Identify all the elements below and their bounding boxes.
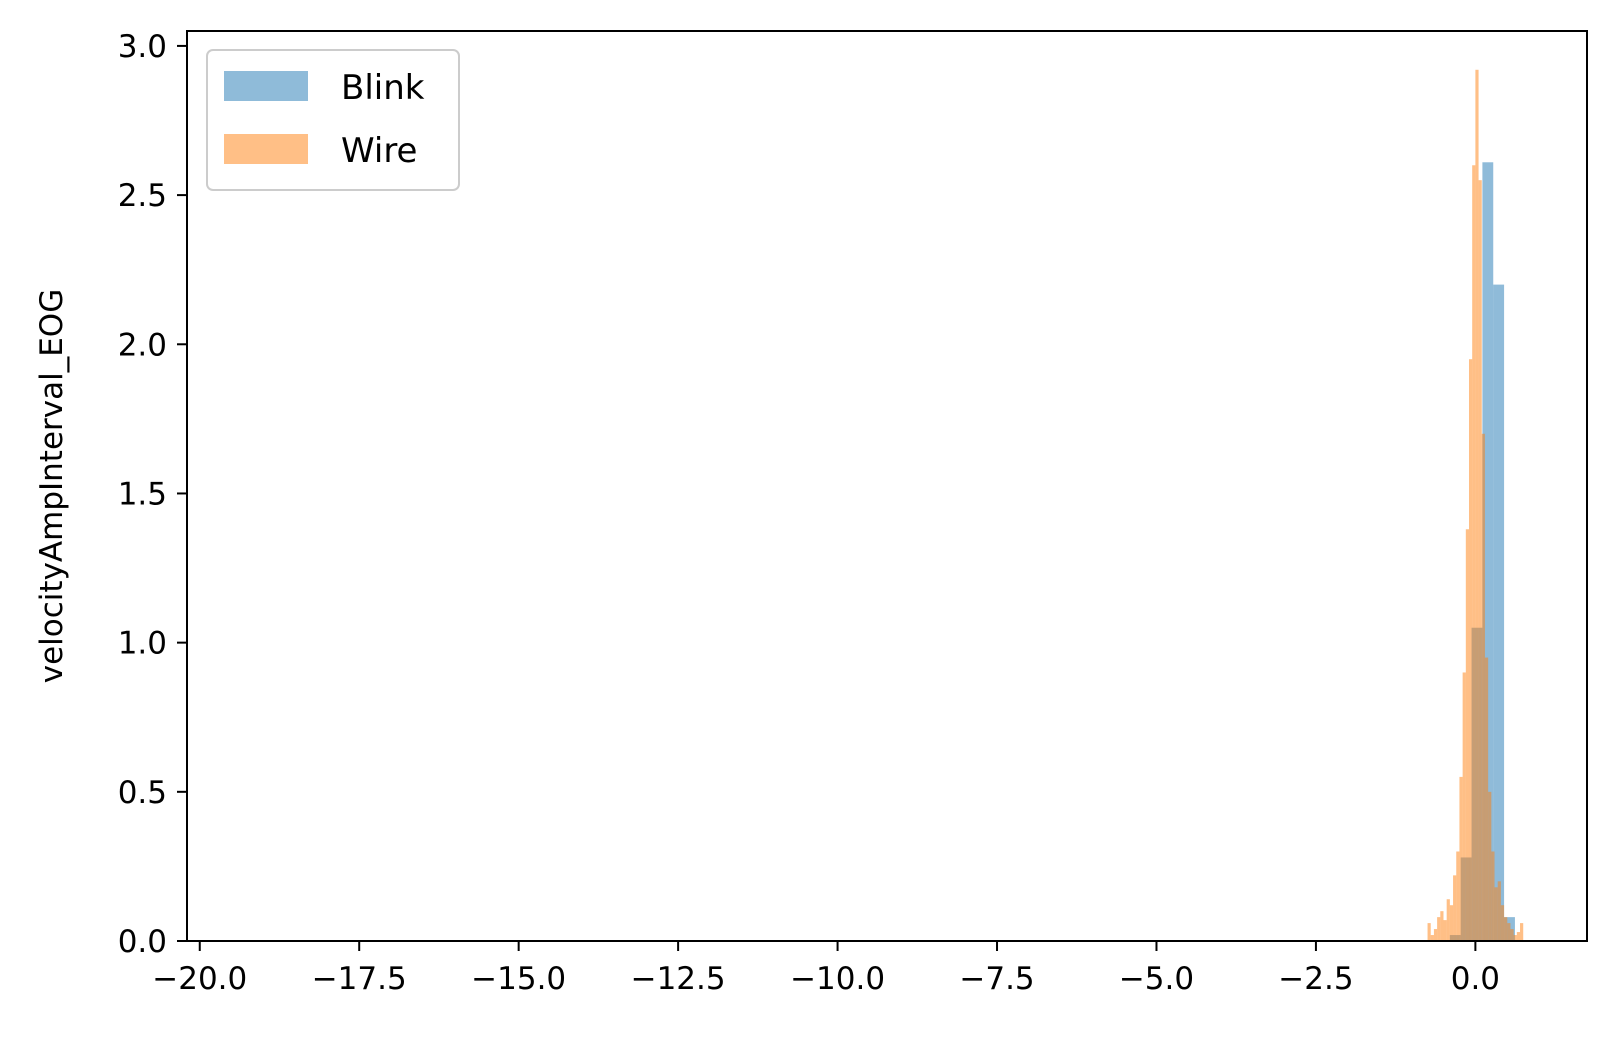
bar-wire-19	[1488, 791, 1492, 941]
y-tick-label: 2.0	[118, 327, 167, 363]
bar-wire-25	[1507, 923, 1511, 941]
bar-wire-7	[1449, 905, 1454, 941]
y-tick-label: 0.5	[118, 775, 167, 811]
x-tick-label: 0.0	[1451, 961, 1500, 997]
y-tick-label: 0.0	[118, 924, 167, 960]
legend-swatch-blink	[224, 71, 308, 101]
bar-wire-13	[1469, 359, 1473, 941]
x-tick-label: −10.0	[790, 961, 885, 997]
bar-wire-29	[1520, 923, 1524, 941]
bar-wire-9	[1456, 851, 1460, 941]
bar-wire-2	[1433, 929, 1438, 941]
y-tick-label: 1.0	[118, 626, 167, 662]
bar-wire-8	[1453, 875, 1457, 941]
bars-layer	[1427, 69, 1524, 942]
bar-wire-11	[1462, 672, 1466, 941]
bar-wire-24	[1504, 917, 1508, 941]
y-tick-label: 3.0	[118, 29, 167, 65]
x-tick-label: −17.5	[312, 961, 407, 997]
bar-wire-6	[1446, 899, 1450, 941]
y-tick-label: 1.5	[118, 476, 167, 512]
x-tick-label: −5.0	[1119, 961, 1194, 997]
bar-wire-14	[1472, 165, 1476, 941]
legend-label-blink: Blink	[341, 68, 425, 108]
bar-wire-17	[1481, 433, 1485, 941]
y-axis-label: velocityAmpInterval_EOG	[34, 289, 70, 683]
bar-wire-18	[1484, 657, 1489, 941]
bar-wire-20	[1491, 851, 1495, 941]
legend: Blink Wire	[206, 49, 460, 191]
bar-wire-15	[1475, 69, 1479, 942]
bar-wire-27	[1513, 935, 1517, 941]
x-tick-label: −20.0	[152, 961, 247, 997]
bar-blink-4	[1493, 284, 1505, 941]
bar-wire-0	[1427, 923, 1431, 941]
legend-label-wire: Wire	[341, 131, 417, 171]
bar-wire-3	[1437, 917, 1441, 941]
bar-blink-3	[1482, 162, 1494, 941]
bar-wire-1	[1430, 935, 1434, 941]
bar-wire-12	[1465, 529, 1470, 941]
plot-frame	[186, 30, 1588, 942]
bar-wire-23	[1500, 905, 1505, 941]
bar-wire-10	[1459, 776, 1463, 941]
x-tick-label: −15.0	[471, 961, 566, 997]
x-tick-label: −12.5	[631, 961, 726, 997]
x-axis: −20.0 −17.5 −15.0 −12.5 −10.0 −7.5 −5.0 −2.5 0.0	[152, 941, 1500, 997]
y-axis: 0.0 0.5 1.0 1.5 2.0 2.5 3.0	[118, 29, 187, 960]
bar-wire-4	[1440, 911, 1444, 941]
bar-wire-26	[1510, 929, 1514, 941]
x-tick-label: −2.5	[1278, 961, 1353, 997]
x-tick-label: −7.5	[959, 961, 1034, 997]
bar-wire-16	[1478, 180, 1482, 942]
bar-wire-28	[1516, 932, 1521, 941]
bar-wire-5	[1443, 920, 1447, 941]
bar-wire-22	[1497, 881, 1501, 941]
y-tick-label: 2.5	[118, 178, 167, 214]
bar-wire-21	[1494, 887, 1498, 941]
legend-swatch-wire	[224, 134, 308, 164]
